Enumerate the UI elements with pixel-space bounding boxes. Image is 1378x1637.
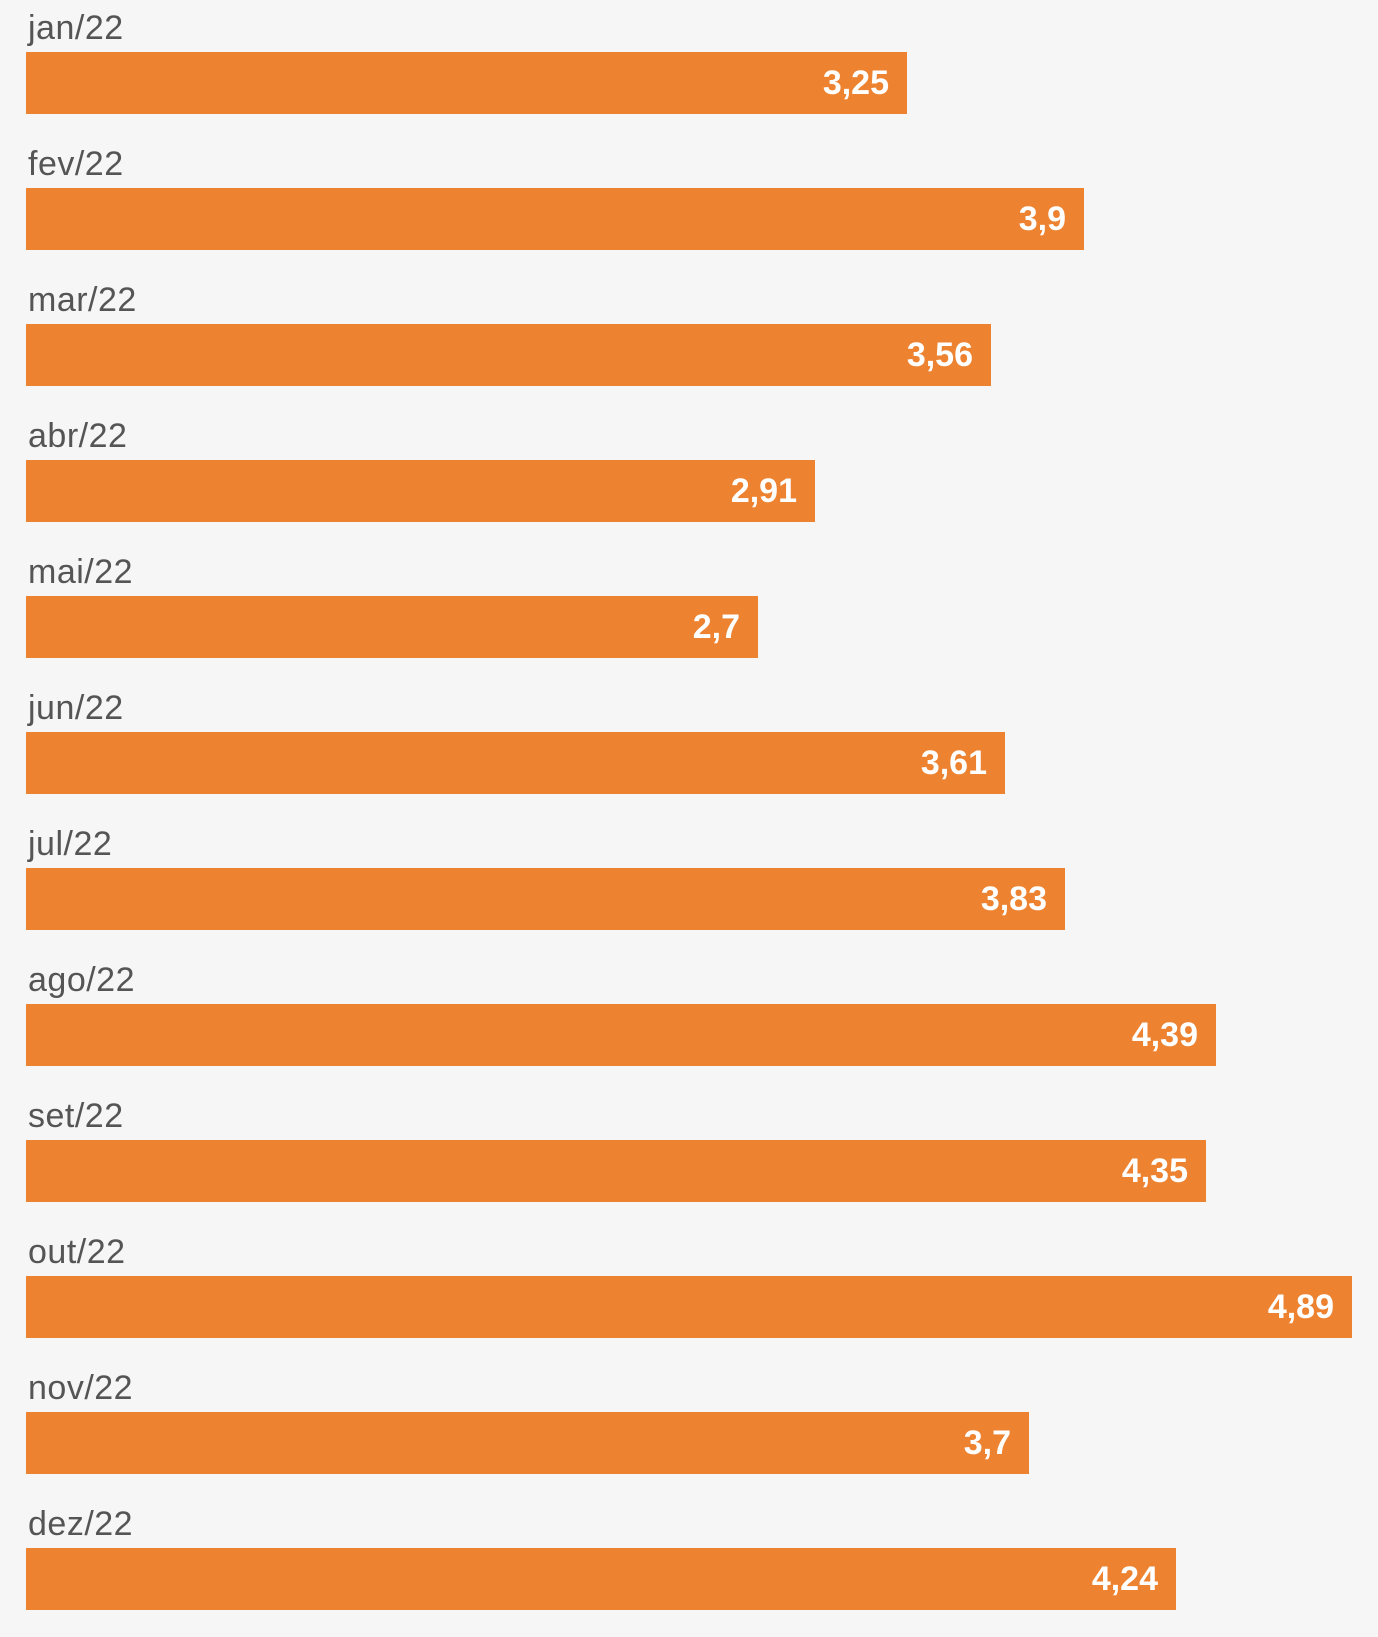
value-label: 3,83 xyxy=(980,880,1047,918)
category-label: nov/22 xyxy=(28,1369,134,1407)
bar: 2,7 xyxy=(26,596,758,658)
category-label: set/22 xyxy=(28,1097,124,1135)
value-label: 3,7 xyxy=(963,1424,1011,1462)
chart-row: abr/22 2,91 xyxy=(0,416,1378,536)
value-label: 3,9 xyxy=(1018,200,1066,238)
bar: 3,7 xyxy=(26,1412,1029,1474)
category-label: out/22 xyxy=(28,1233,126,1271)
category-label: mar/22 xyxy=(28,281,137,319)
bar: 4,24 xyxy=(26,1548,1176,1610)
bar: 2,91 xyxy=(26,460,815,522)
bar: 4,89 xyxy=(26,1276,1352,1338)
chart-row: fev/22 3,9 xyxy=(0,144,1378,264)
value-label: 2,91 xyxy=(730,472,797,510)
value-label: 3,25 xyxy=(822,64,889,102)
chart-row: jun/22 3,61 xyxy=(0,688,1378,808)
chart-row: mai/22 2,7 xyxy=(0,552,1378,672)
value-label: 3,61 xyxy=(920,744,987,782)
value-label: 4,89 xyxy=(1267,1288,1334,1326)
chart-row: nov/22 3,7 xyxy=(0,1368,1378,1488)
category-label: fev/22 xyxy=(28,145,124,183)
chart-row: dez/22 4,24 xyxy=(0,1504,1378,1624)
chart-row: ago/22 4,39 xyxy=(0,960,1378,1080)
value-label: 4,24 xyxy=(1091,1560,1158,1598)
chart-row: mar/22 3,56 xyxy=(0,280,1378,400)
chart-row: jan/22 3,25 xyxy=(0,8,1378,128)
bar: 3,25 xyxy=(26,52,907,114)
value-label: 2,7 xyxy=(692,608,740,646)
value-label: 4,35 xyxy=(1121,1152,1188,1190)
bar: 3,83 xyxy=(26,868,1065,930)
category-label: abr/22 xyxy=(28,417,128,455)
category-label: jan/22 xyxy=(28,9,124,47)
category-label: dez/22 xyxy=(28,1505,134,1543)
chart-row: out/22 4,89 xyxy=(0,1232,1378,1352)
value-label: 4,39 xyxy=(1131,1016,1198,1054)
chart-row: set/22 4,35 xyxy=(0,1096,1378,1216)
bar: 3,9 xyxy=(26,188,1084,250)
bar: 4,39 xyxy=(26,1004,1216,1066)
bar: 3,56 xyxy=(26,324,991,386)
chart-row: jul/22 3,83 xyxy=(0,824,1378,944)
category-label: jul/22 xyxy=(28,825,113,863)
category-label: ago/22 xyxy=(28,961,135,999)
category-label: jun/22 xyxy=(28,689,124,727)
bar: 3,61 xyxy=(26,732,1005,794)
bar: 4,35 xyxy=(26,1140,1206,1202)
category-label: mai/22 xyxy=(28,553,134,591)
value-label: 3,56 xyxy=(906,336,973,374)
